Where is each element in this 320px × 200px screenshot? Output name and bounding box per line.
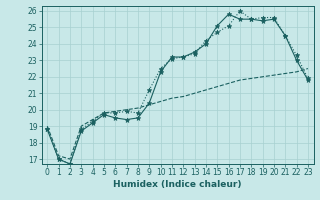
X-axis label: Humidex (Indice chaleur): Humidex (Indice chaleur) — [113, 180, 242, 189]
